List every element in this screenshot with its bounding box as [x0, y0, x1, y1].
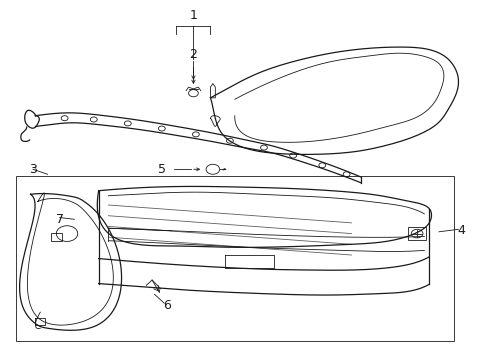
Bar — [16, 176, 453, 341]
Text: 7: 7 — [56, 213, 63, 226]
Bar — [51, 233, 61, 241]
Text: 6: 6 — [163, 298, 170, 311]
Text: 2: 2 — [189, 49, 197, 62]
Text: 1: 1 — [189, 9, 197, 22]
Text: 3: 3 — [29, 163, 37, 176]
Text: 4: 4 — [456, 224, 464, 237]
Text: 5: 5 — [158, 163, 165, 176]
Bar — [407, 227, 425, 240]
